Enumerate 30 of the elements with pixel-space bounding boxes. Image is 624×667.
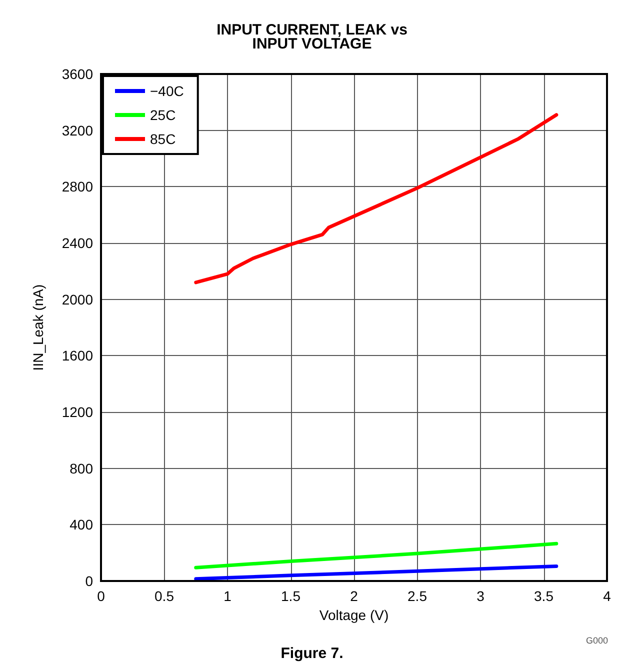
- y-tick-label: 1200: [62, 404, 94, 420]
- x-tick-label: 0: [97, 588, 106, 604]
- y-tick-label: 0: [85, 573, 94, 589]
- y-tick-label: 800: [70, 460, 94, 476]
- line-series: [194, 113, 558, 284]
- y-tick-label: 2800: [62, 178, 94, 195]
- legend-label: 25C: [150, 107, 176, 123]
- y-axis-title: IIN_Leak (nA): [30, 284, 46, 371]
- text: G000: [586, 636, 608, 646]
- x-tick-label: 4: [603, 588, 612, 604]
- chart-title: INPUT CURRENT, LEAK vs INPUT VOLTAGE: [216, 22, 408, 52]
- x-tick-label: 2.5: [408, 588, 428, 604]
- x-tick-label: 1.5: [281, 588, 301, 604]
- x-tick-label: 3.5: [534, 588, 554, 604]
- y-tick-label: 3200: [62, 122, 94, 138]
- x-tick-label: 3: [476, 588, 485, 604]
- y-tick-label: 3600: [62, 66, 94, 82]
- x-tick-label: 0.5: [154, 588, 174, 604]
- x-tick-label: 1: [224, 588, 232, 604]
- y-tick-label: 2400: [62, 235, 94, 251]
- legend-label: −40C: [150, 83, 184, 99]
- legend-label: 85C: [150, 131, 176, 147]
- y-tick-label: 2000: [62, 291, 94, 308]
- line-series: [194, 564, 558, 581]
- y-tick-label: 400: [70, 516, 94, 533]
- y-tick-label: 1600: [62, 348, 94, 364]
- line-series: [194, 542, 558, 570]
- x-tick-label: 2: [350, 588, 358, 604]
- caption: Figure 7.: [280, 645, 344, 662]
- x-axis-title: Voltage (V): [319, 606, 389, 623]
